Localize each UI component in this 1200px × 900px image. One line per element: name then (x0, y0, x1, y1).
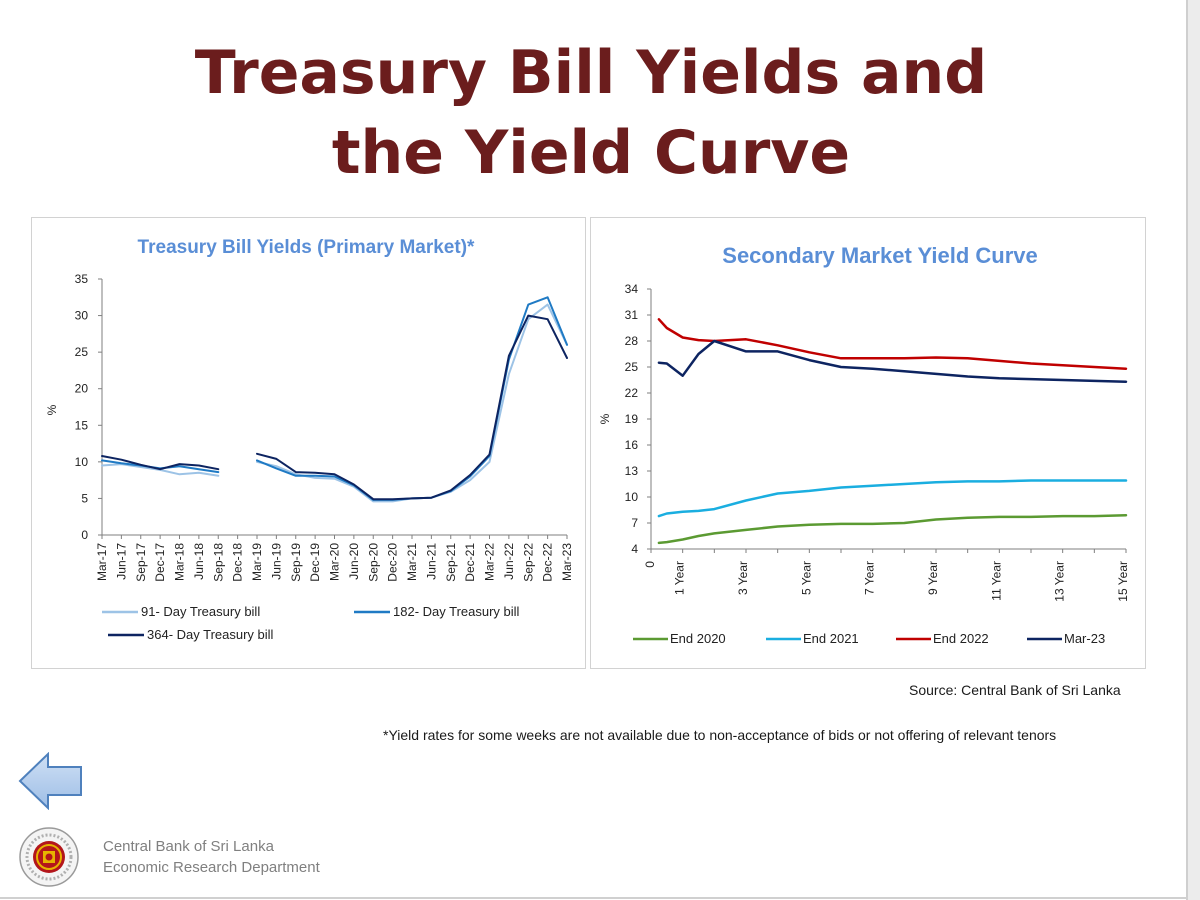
x-tick-label: Sep-20 (366, 543, 380, 582)
x-tick-label: 3 Year (736, 561, 750, 595)
x-tick-label: 7 Year (863, 561, 877, 595)
y-tick-label: 30 (75, 309, 89, 323)
series-line-3 (657, 318, 1128, 370)
org-name: Central Bank of Sri Lanka (103, 838, 274, 855)
x-tick-label: Dec-21 (463, 543, 477, 582)
left-arrow-icon[interactable] (18, 751, 84, 811)
x-tick-label: Mar-22 (483, 543, 497, 581)
y-tick-label: 35 (75, 272, 89, 286)
source-note: Source: Central Bank of Sri Lanka (909, 682, 1121, 698)
tbill-yields-chart-panel: Treasury Bill Yields (Primary Market)*% 0… (31, 217, 586, 669)
series-line-1 (657, 513, 1128, 545)
series-line-2 (101, 296, 568, 501)
series-line-1 (101, 303, 568, 503)
x-tick-label: Sep-22 (521, 543, 535, 582)
y-tick-label: 28 (625, 334, 639, 348)
y-tick-label: 0 (81, 528, 88, 542)
series-line-4 (657, 339, 1128, 383)
x-tick-label: 15 Year (1116, 561, 1130, 602)
slide-edge-border (1186, 0, 1188, 900)
y-tick-label: 34 (625, 282, 639, 296)
series-line-2 (657, 479, 1128, 518)
y-tick-label: 25 (75, 345, 89, 359)
x-tick-label: 13 Year (1053, 561, 1067, 602)
y-tick-label: 7 (631, 516, 638, 530)
x-tick-label: 5 Year (799, 561, 813, 595)
y-tick-label: 22 (625, 386, 639, 400)
slide-edge (1188, 0, 1200, 900)
department-name: Economic Research Department (103, 859, 320, 876)
x-tick-label: Mar-21 (405, 543, 419, 581)
y-axis-label: % (598, 413, 612, 424)
legend-label-1: 91- Day Treasury bill (141, 604, 260, 619)
x-tick-label: Mar-19 (250, 543, 264, 581)
legend-label-3: 364- Day Treasury bill (147, 627, 274, 642)
slide-title-line-1: Treasury Bill Yields and (194, 38, 988, 108)
y-tick-label: 4 (631, 542, 638, 556)
legend-label-4: Mar-23 (1064, 631, 1105, 646)
slide-bottom-border (0, 897, 1188, 899)
legend-label-1: End 2020 (670, 631, 726, 646)
yield-curve-chart-panel: Secondary Market Yield Curve% 4 7 10 13 16 19 2… (590, 217, 1146, 669)
x-tick-label: Mar-18 (173, 543, 187, 581)
y-tick-label: 10 (75, 455, 89, 469)
x-tick-label: Sep-19 (289, 543, 303, 582)
x-tick-label: Dec-20 (386, 543, 400, 582)
x-tick-label: Jun-18 (192, 543, 206, 580)
legend-label-2: 182- Day Treasury bill (393, 604, 520, 619)
y-tick-label: 20 (75, 382, 89, 396)
yield-curve-chart: Secondary Market Yield Curve% 4 7 10 13 16 19 2… (598, 243, 1130, 646)
x-tick-label: Jun-17 (114, 543, 128, 580)
x-tick-label: Jun-20 (347, 543, 361, 580)
central-bank-seal (18, 826, 80, 888)
y-tick-label: 31 (625, 308, 639, 322)
x-tick-label: 11 Year (989, 561, 1003, 601)
x-tick-label: Sep-21 (444, 543, 458, 582)
x-tick-label: Sep-18 (211, 543, 225, 582)
x-tick-label: Dec-19 (308, 543, 322, 582)
x-tick-label: Dec-18 (231, 543, 245, 582)
series-line-3 (101, 314, 568, 501)
y-tick-label: 25 (625, 360, 639, 374)
x-tick-label: Dec-22 (541, 543, 555, 582)
x-tick-label: Jun-21 (424, 543, 438, 580)
y-axis-label: % (45, 404, 59, 415)
y-tick-label: 5 (81, 491, 88, 505)
x-tick-label: 1 Year (673, 561, 687, 595)
y-tick-label: 15 (75, 418, 89, 432)
x-tick-label: Mar-20 (328, 543, 342, 581)
x-tick-label: Dec-17 (153, 543, 167, 582)
x-tick-label: Sep-17 (134, 543, 148, 582)
legend-label-3: End 2022 (933, 631, 989, 646)
x-tick-label: Mar-17 (95, 543, 109, 581)
x-tick-label: Mar-23 (560, 543, 574, 581)
y-tick-label: 10 (625, 490, 639, 504)
x-tick-label: 9 Year (926, 561, 940, 595)
y-tick-label: 13 (625, 464, 639, 478)
x-tick-label: Jun-22 (502, 543, 516, 580)
y-tick-label: 19 (625, 412, 639, 426)
legend-label-2: End 2021 (803, 631, 859, 646)
chart-title: Secondary Market Yield Curve (722, 243, 1037, 268)
slide-title-line-2: the Yield Curve (331, 118, 851, 188)
x-tick-label: 0 (643, 561, 657, 568)
footnote: *Yield rates for some weeks are not avai… (383, 727, 1057, 743)
tbill-yields-chart: Treasury Bill Yields (Primary Market)*% 0… (45, 237, 574, 642)
chart-title: Treasury Bill Yields (Primary Market)* (138, 237, 475, 258)
x-tick-label: Jun-19 (269, 543, 283, 580)
y-tick-label: 16 (625, 438, 639, 452)
